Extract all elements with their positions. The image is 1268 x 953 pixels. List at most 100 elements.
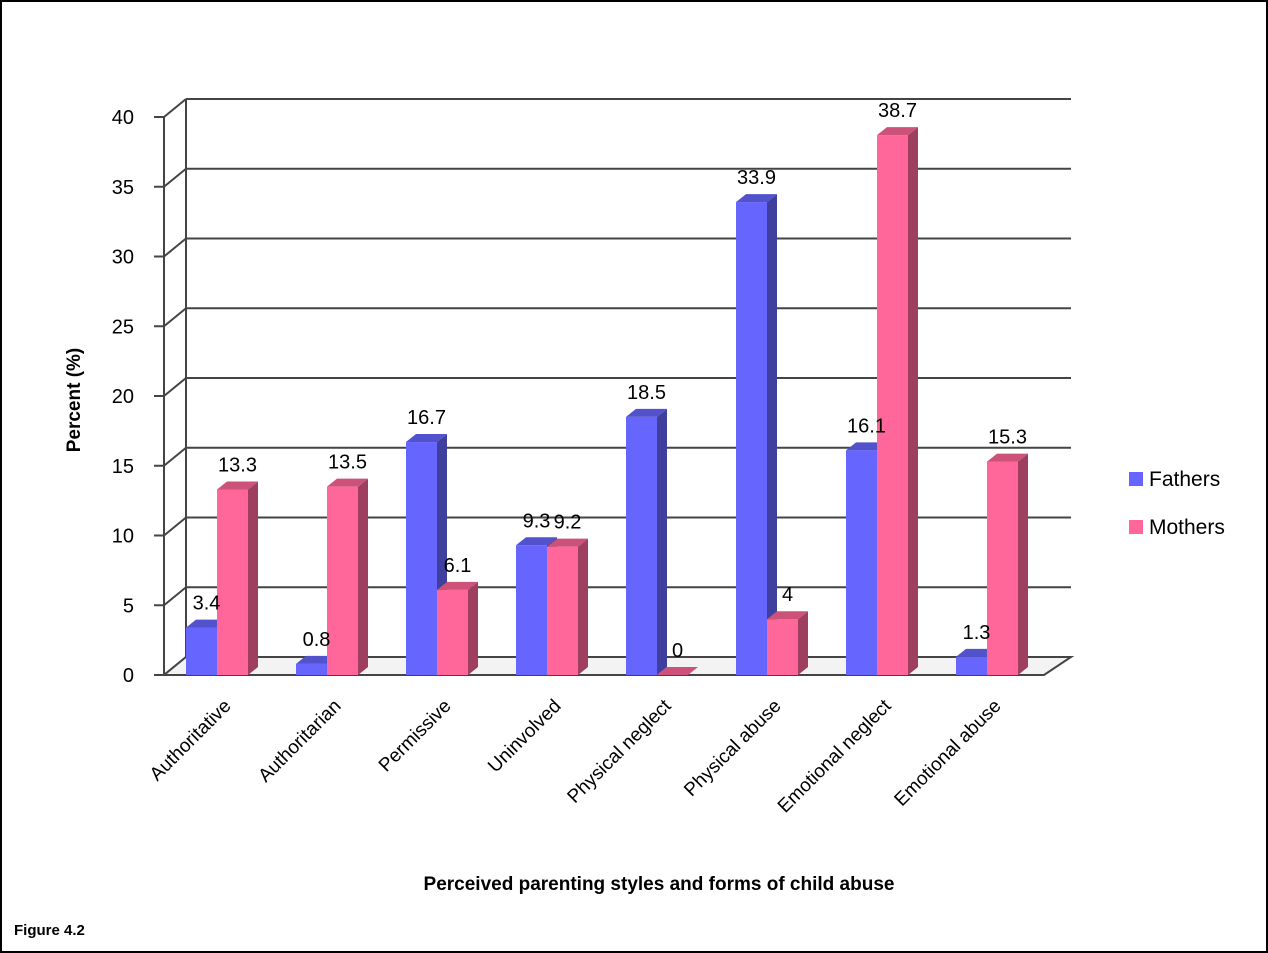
x-category-label: Physical neglect	[564, 695, 676, 807]
bar-side	[657, 408, 667, 675]
data-label: 0.8	[303, 629, 331, 651]
x-category-label: Authoritative	[146, 696, 236, 786]
bar-side	[908, 127, 918, 675]
bar-mothers-authoritative	[217, 481, 258, 675]
bar-front	[296, 663, 327, 675]
legend-label: Mothers	[1149, 516, 1225, 539]
bar-top	[296, 655, 337, 664]
bar-side	[1018, 453, 1028, 675]
x-category-label: Emotional neglect	[774, 695, 896, 817]
bar-side	[248, 481, 258, 675]
x-category-label: Emotional abuse	[891, 696, 1006, 811]
gridline-side	[163, 516, 187, 537]
bar-top	[987, 453, 1028, 462]
y-tick-label: 10	[112, 526, 134, 548]
x-axis-title: Perceived parenting styles and forms of …	[424, 874, 895, 895]
x-category-label: Uninvolved	[484, 696, 565, 777]
x-category-label: Authoritarian	[255, 696, 346, 787]
gridline-side	[163, 446, 187, 467]
data-label: 6.1	[444, 555, 472, 577]
data-label: 13.5	[328, 452, 367, 474]
bar-mothers-physical-abuse	[767, 611, 808, 675]
bar-front	[327, 486, 358, 675]
y-tick-label: 15	[112, 456, 134, 478]
bar-mothers-permissive	[437, 581, 478, 675]
data-label: 9.2	[554, 512, 582, 534]
y-tick-label: 0	[123, 665, 134, 687]
bar-side	[468, 581, 478, 675]
figure-caption: Figure 4.2	[14, 922, 85, 939]
bar-fathers-physical-abuse	[736, 194, 777, 675]
y-axis-title: Percent (%)	[64, 348, 85, 453]
bar-top	[877, 127, 918, 136]
data-label: 18.5	[627, 382, 666, 404]
data-label: 13.3	[218, 454, 257, 476]
bar-front	[767, 619, 798, 675]
bar-front	[987, 461, 1018, 675]
bar-front	[186, 627, 217, 675]
bar-mothers-emotional-neglect	[877, 127, 918, 675]
y-tick-label: 25	[112, 316, 134, 338]
legend-swatch	[1129, 520, 1143, 534]
bar-side	[767, 194, 777, 675]
bar-front	[736, 202, 767, 675]
gridline-side	[163, 237, 187, 258]
bar-side	[578, 538, 588, 675]
bar-top	[327, 478, 368, 487]
bar-front	[406, 442, 437, 675]
gridline-side	[163, 307, 187, 328]
bar-front	[956, 656, 987, 675]
data-label: 15.3	[988, 427, 1027, 449]
data-label: 0	[672, 640, 683, 662]
bar-front	[877, 135, 908, 675]
data-label: 3.4	[193, 593, 221, 615]
bar-top	[437, 581, 478, 590]
bar-top	[406, 434, 447, 443]
bar-front	[217, 489, 248, 675]
data-label: 33.9	[737, 167, 776, 189]
bar-mothers-authoritarian	[327, 478, 368, 675]
x-category-label: Permissive	[375, 696, 456, 777]
bar-top	[547, 538, 588, 547]
y-tick-label: 40	[112, 107, 134, 129]
bar-front	[437, 589, 468, 675]
y-tick-label: 30	[112, 247, 134, 269]
gridline-side	[163, 377, 187, 397]
bar-top	[736, 194, 777, 203]
bar-side	[358, 478, 368, 675]
legend-swatch	[1129, 472, 1143, 486]
gridline-side	[163, 167, 187, 188]
bar-top	[657, 667, 698, 675]
grid-layer	[154, 98, 1075, 676]
bar-top	[217, 481, 258, 490]
bar-side	[798, 611, 808, 675]
bar-mothers-uninvolved	[547, 538, 588, 675]
data-label: 1.3	[963, 622, 991, 644]
bar-fathers-physical-neglect	[626, 408, 667, 675]
bar-mothers-physical-neglect	[657, 667, 698, 675]
gridline-side	[163, 586, 187, 607]
y-tick-label: 5	[123, 595, 134, 617]
data-label: 38.7	[878, 100, 917, 122]
data-label: 4	[782, 584, 793, 606]
bar-front	[516, 545, 547, 675]
y-tick-label: 20	[112, 386, 134, 408]
data-label: 16.1	[847, 415, 886, 437]
data-label: 9.3	[523, 510, 551, 532]
x-category-label: Physical abuse	[680, 696, 785, 801]
bar-top	[626, 408, 667, 417]
legend-label: Fathers	[1149, 468, 1220, 491]
bars-layer	[186, 127, 1028, 675]
bar-front	[547, 546, 578, 675]
bar-top	[846, 442, 887, 451]
bar-top	[767, 611, 808, 620]
bar-mothers-emotional-abuse	[987, 453, 1028, 675]
bar-front	[846, 450, 877, 675]
gridline-side	[163, 98, 187, 118]
data-label: 16.7	[407, 407, 446, 429]
bar-top	[186, 619, 227, 628]
y-tick-label: 35	[112, 177, 134, 199]
bar-top	[956, 648, 997, 657]
